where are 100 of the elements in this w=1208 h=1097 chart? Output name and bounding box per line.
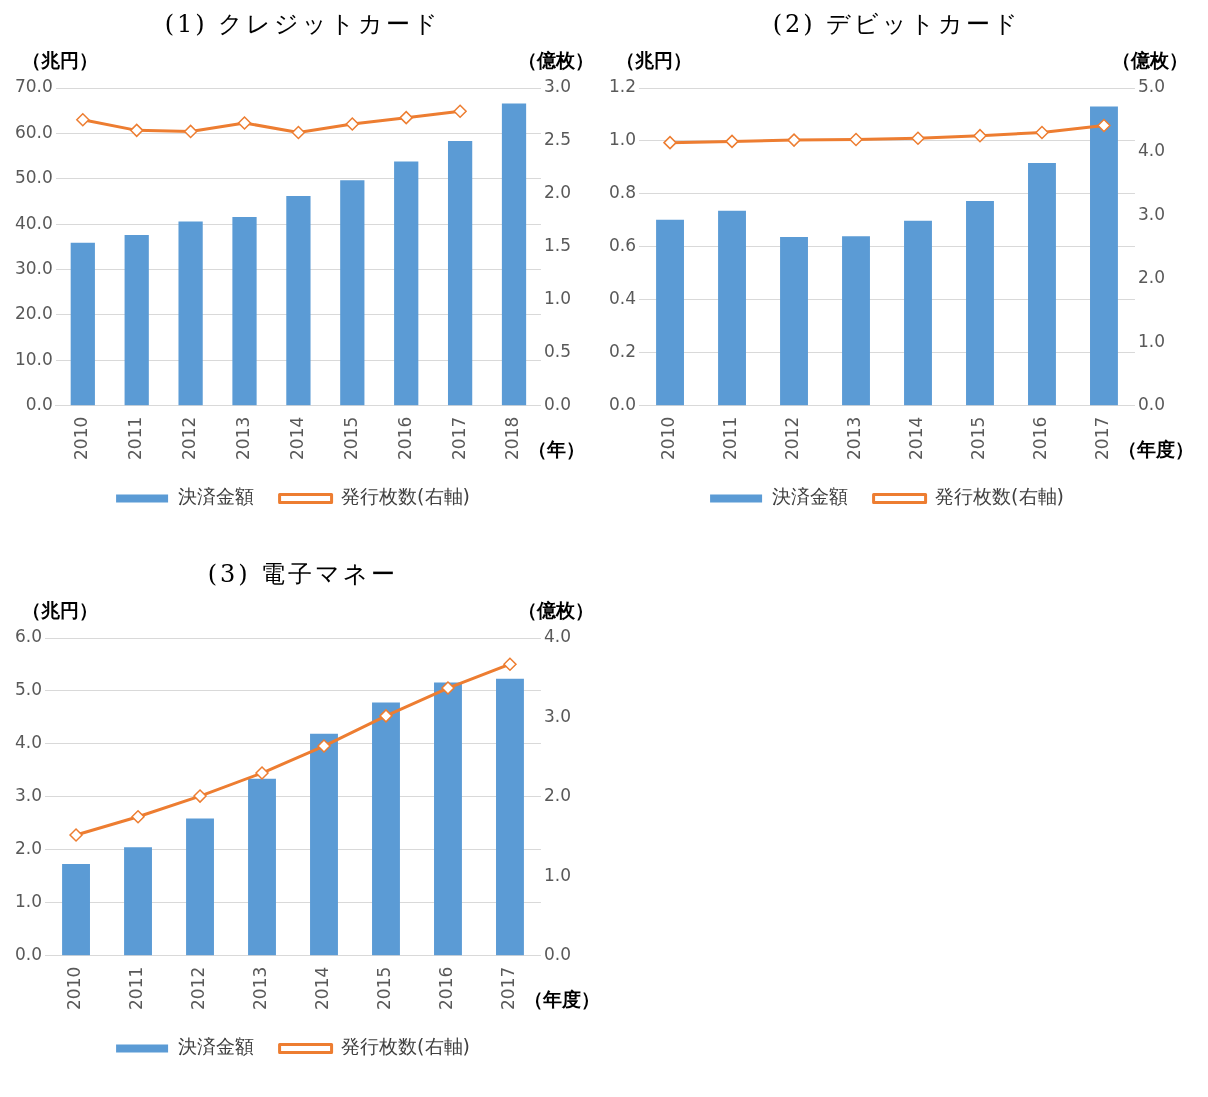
bar bbox=[904, 220, 932, 406]
x-tick-label: 2016 bbox=[436, 966, 457, 1010]
bar bbox=[248, 778, 276, 956]
point bbox=[379, 709, 393, 723]
x-tick-label: 2012 bbox=[179, 416, 200, 460]
point bbox=[787, 133, 801, 147]
chart-title: (3) 電子マネー bbox=[206, 559, 400, 590]
point bbox=[453, 104, 467, 119]
bar bbox=[340, 180, 365, 406]
point bbox=[663, 135, 677, 150]
point bbox=[255, 766, 269, 780]
bar bbox=[124, 235, 149, 406]
point bbox=[849, 132, 863, 147]
point bbox=[725, 134, 739, 149]
bar bbox=[178, 221, 203, 406]
x-tick-label: 2015 bbox=[340, 416, 361, 460]
bar bbox=[966, 201, 994, 406]
x-tick-label: 2016 bbox=[394, 416, 415, 460]
y-tick-label: 0.0 bbox=[25, 394, 53, 415]
x-tick-label: 2013 bbox=[844, 416, 865, 460]
bar bbox=[656, 219, 684, 406]
y2-tick-label: 3.0 bbox=[1137, 203, 1166, 224]
point bbox=[129, 123, 144, 138]
bar bbox=[70, 242, 95, 406]
y2-tick-label: 0.0 bbox=[543, 944, 572, 965]
y2-tick-label: 2.0 bbox=[1137, 267, 1166, 288]
y-tick-label: 10.0 bbox=[14, 348, 53, 369]
x-tick-label: 2018 bbox=[502, 416, 523, 460]
bar bbox=[842, 236, 870, 406]
y-tick-label: 0.8 bbox=[608, 182, 637, 203]
bar bbox=[447, 141, 473, 406]
y-tick-label: 20.0 bbox=[14, 303, 53, 324]
chart-title: (2) デビットカード bbox=[771, 9, 1023, 40]
x-tick-label: 2011 bbox=[126, 966, 147, 1010]
x-tick-label: 2010 bbox=[658, 416, 679, 460]
y2-axis-title: （億枚） bbox=[518, 599, 594, 622]
x-tick-label: 2015 bbox=[374, 966, 395, 1010]
bar bbox=[124, 847, 152, 956]
y-tick-label: 70.0 bbox=[14, 76, 53, 97]
bar bbox=[501, 103, 527, 406]
point bbox=[193, 789, 207, 803]
y-tick-label: 2.0 bbox=[14, 838, 43, 859]
bar bbox=[232, 216, 257, 406]
y-tick-label: 0.2 bbox=[608, 341, 637, 362]
x-tick-label: 2014 bbox=[312, 966, 333, 1010]
chart-title: (1) クレジットカード bbox=[163, 9, 443, 40]
point bbox=[441, 681, 455, 695]
y-tick-label: 4.0 bbox=[14, 732, 43, 753]
y-tick-label: 0.6 bbox=[608, 235, 637, 256]
bar bbox=[62, 864, 90, 956]
x-tick-label: 2012 bbox=[782, 416, 803, 460]
point bbox=[183, 124, 198, 139]
bar bbox=[780, 237, 808, 406]
y2-tick-label: 2.5 bbox=[543, 129, 572, 150]
y2-tick-label: 4.0 bbox=[543, 626, 572, 647]
point bbox=[69, 828, 83, 842]
legend-label: 発行枚数(右軸) bbox=[341, 485, 470, 508]
x-tick-label: 2015 bbox=[968, 416, 989, 460]
y2-tick-label: 2.0 bbox=[543, 785, 572, 806]
x-tick-label: 2017 bbox=[1092, 416, 1113, 460]
y-tick-label: 6.0 bbox=[14, 626, 43, 647]
y2-tick-label: 0.5 bbox=[543, 341, 572, 362]
y-tick-label: 1.0 bbox=[608, 129, 637, 150]
bar bbox=[310, 733, 338, 956]
legend-label: 決済金額 bbox=[177, 485, 254, 508]
bar bbox=[718, 210, 746, 406]
bar bbox=[1028, 162, 1056, 406]
x-axis-title: （年度） bbox=[1117, 437, 1194, 460]
x-tick-label: 2016 bbox=[1030, 416, 1051, 460]
y-tick-label: 60.0 bbox=[14, 121, 53, 142]
legend-label: 発行枚数(右軸) bbox=[935, 485, 1064, 508]
y-tick-label: 3.0 bbox=[14, 785, 43, 806]
x-tick-label: 2014 bbox=[286, 416, 307, 460]
y-tick-label: 0.0 bbox=[608, 394, 637, 415]
y-tick-label: 1.2 bbox=[608, 76, 637, 97]
bar bbox=[394, 161, 419, 406]
legend-label: 発行枚数(右軸) bbox=[341, 1035, 470, 1058]
y-tick-label: 5.0 bbox=[14, 679, 43, 700]
x-tick-label: 2012 bbox=[188, 966, 209, 1010]
x-tick-label: 2013 bbox=[250, 966, 271, 1010]
y-tick-label: 0.4 bbox=[608, 288, 637, 309]
point bbox=[76, 113, 90, 127]
x-tick-label: 2017 bbox=[448, 416, 469, 460]
x-tick-label: 2010 bbox=[64, 966, 85, 1010]
point bbox=[1035, 125, 1049, 140]
bar bbox=[1090, 106, 1118, 406]
x-axis-title: （年） bbox=[528, 437, 586, 460]
y-tick-label: 30.0 bbox=[14, 257, 53, 278]
point bbox=[503, 657, 517, 671]
y2-tick-label: 4.0 bbox=[1137, 139, 1166, 160]
y2-tick-label: 5.0 bbox=[1137, 76, 1166, 97]
y-tick-label: 50.0 bbox=[14, 167, 53, 188]
point bbox=[317, 739, 331, 753]
point bbox=[911, 131, 925, 145]
x-tick-label: 2017 bbox=[498, 966, 519, 1010]
bar bbox=[286, 196, 311, 406]
bar bbox=[434, 682, 462, 956]
y2-tick-label: 0.0 bbox=[543, 394, 572, 415]
bar bbox=[186, 818, 214, 956]
point bbox=[399, 110, 413, 125]
